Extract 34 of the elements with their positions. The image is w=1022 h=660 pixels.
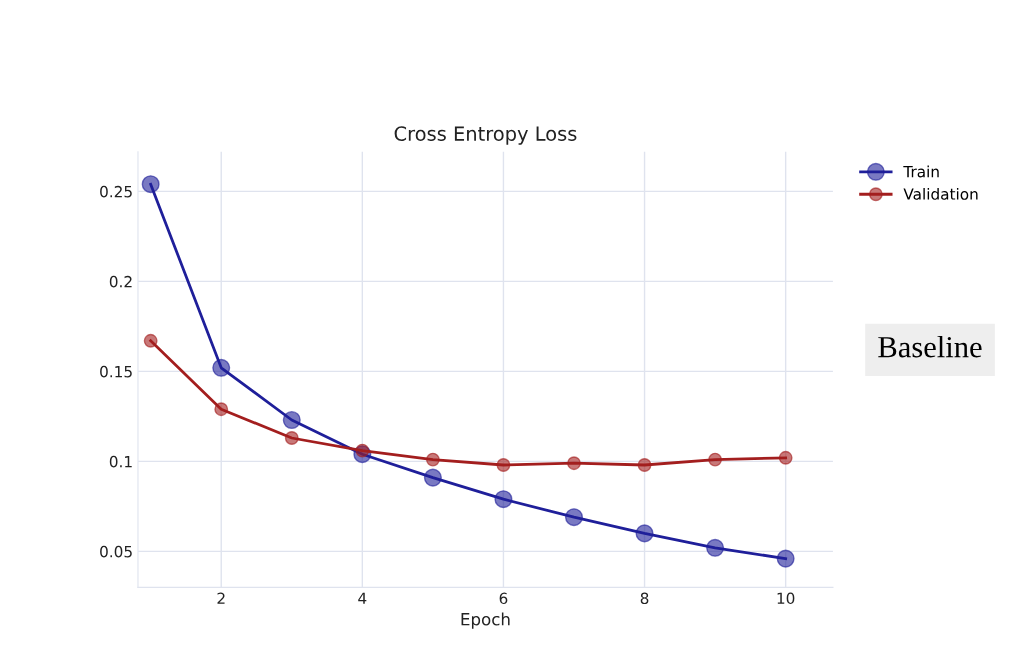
point <box>214 402 229 417</box>
point <box>776 549 795 568</box>
point <box>496 458 511 472</box>
x-tick-label: 8 <box>640 592 649 605</box>
point <box>706 538 725 557</box>
point <box>141 175 160 194</box>
point <box>708 452 723 467</box>
x-tick-label: 2 <box>217 592 225 604</box>
legend-label: Validation <box>903 187 978 200</box>
point <box>567 456 581 471</box>
text: Baseline <box>878 335 982 358</box>
point <box>494 490 513 509</box>
point <box>635 524 654 543</box>
point <box>778 450 793 465</box>
point <box>637 458 652 472</box>
y-tick-label: 0.2 <box>109 275 132 288</box>
point <box>355 443 370 458</box>
point <box>143 333 158 348</box>
x-tick-label: 4 <box>358 592 367 604</box>
x-axis-title: Epoch <box>461 612 510 629</box>
point <box>282 410 301 430</box>
y-tick-label: 0.05 <box>100 545 132 558</box>
y-tick-label: 0.15 <box>100 365 132 378</box>
x-tick-label: 10 <box>777 592 795 605</box>
point <box>423 468 442 487</box>
y-tick-label: 0.1 <box>109 455 132 468</box>
point <box>564 508 584 527</box>
legend-label: Train <box>903 165 939 178</box>
point <box>284 431 299 445</box>
point <box>212 358 231 377</box>
x-tick-label: 6 <box>499 592 508 605</box>
chart-title: Cross Entropy Loss <box>394 126 577 145</box>
point <box>425 452 440 467</box>
y-tick-label: 0.25 <box>100 185 132 198</box>
